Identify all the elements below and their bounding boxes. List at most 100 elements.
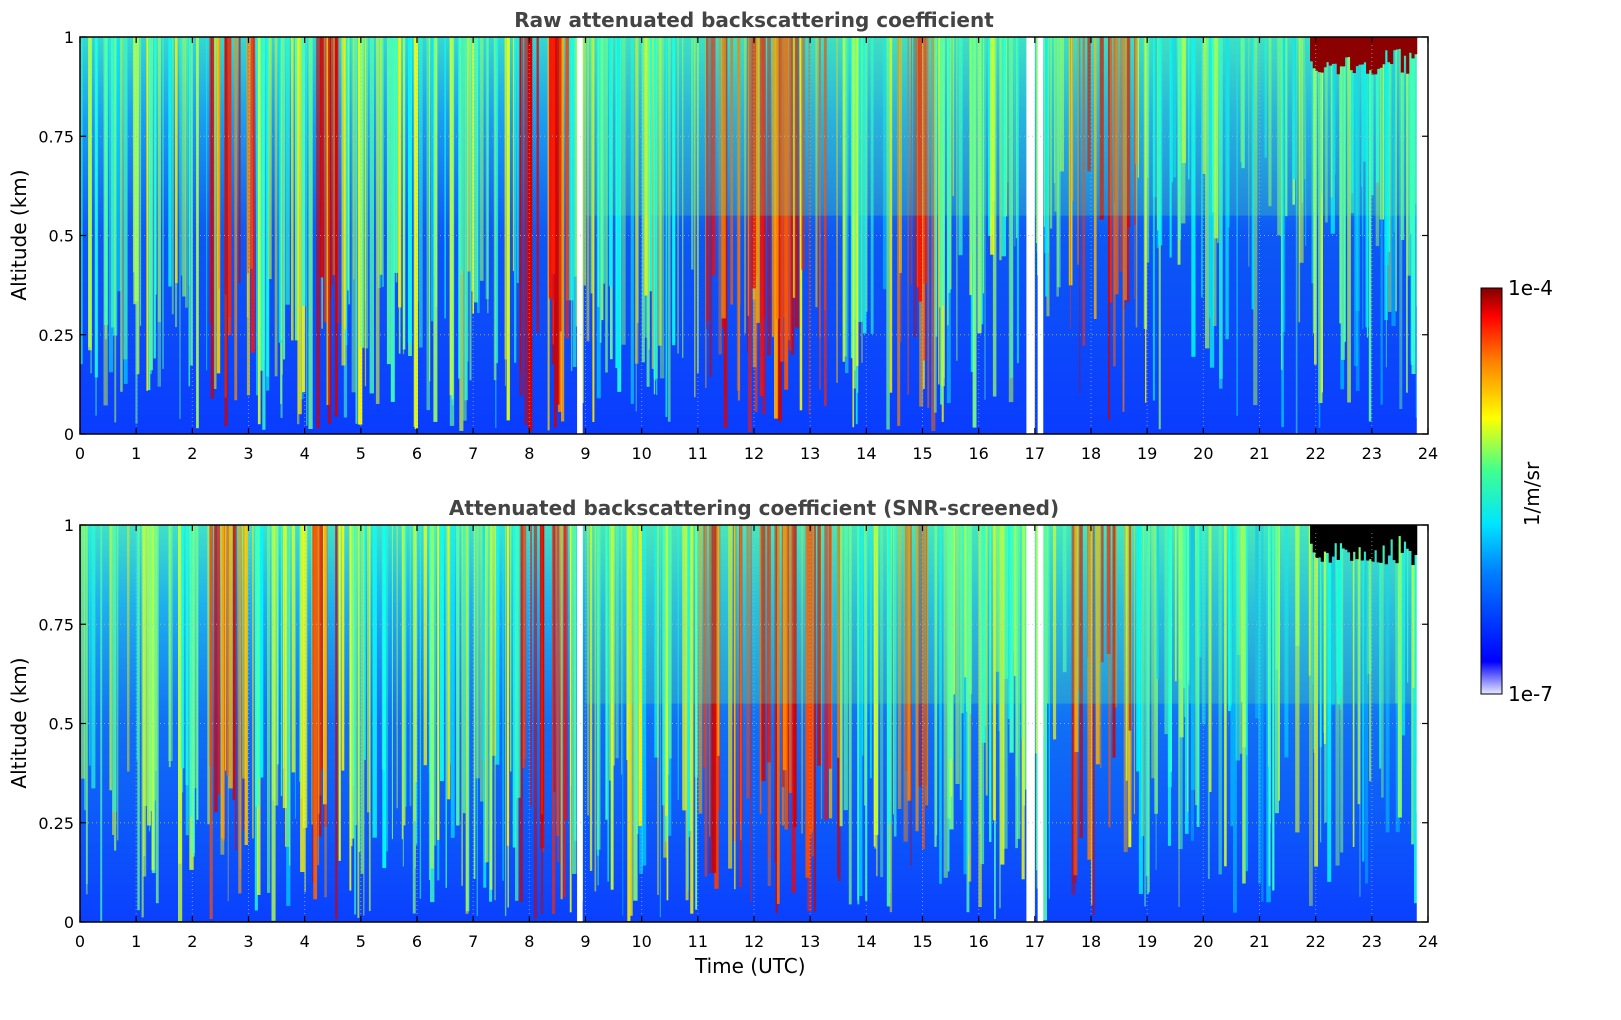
- missing-data-gap: [1026, 525, 1035, 922]
- heatmap-cell: [667, 525, 672, 836]
- heatmap-cell: [353, 37, 355, 280]
- heatmap-cell: [989, 525, 992, 842]
- heatmap-cell: [1314, 525, 1318, 867]
- heatmap-cell: [1318, 525, 1322, 558]
- x-tick-label: 17: [1025, 932, 1045, 951]
- heatmap-cell: [1395, 37, 1399, 50]
- heatmap-cell: [437, 525, 440, 840]
- heatmap-cell: [196, 525, 199, 820]
- heatmap-cell: [1100, 525, 1104, 663]
- heatmap-cell: [861, 37, 863, 363]
- heatmap-cell: [347, 37, 349, 291]
- heatmap-cell: [960, 525, 964, 714]
- heatmap-cell: [1350, 525, 1354, 561]
- heatmap-cell: [1047, 525, 1049, 704]
- x-tick-label: 6: [412, 932, 422, 951]
- heatmap-cell: [649, 37, 652, 292]
- heatmap-cell: [1355, 37, 1359, 67]
- heatmap-cell: [246, 37, 249, 318]
- heatmap-cell: [786, 37, 791, 341]
- heatmap-cell: [926, 525, 928, 809]
- heatmap-cell: [1189, 525, 1192, 704]
- heatmap-cell: [839, 525, 843, 827]
- heatmap-cell: [777, 37, 782, 422]
- heatmap-cell: [506, 37, 510, 421]
- heatmap-cell: [463, 37, 467, 421]
- heatmap-cell: [705, 37, 708, 330]
- heatmap-cell: [413, 525, 417, 822]
- heatmap-cell: [224, 37, 227, 295]
- heatmap-cell: [282, 525, 287, 809]
- y-tick-label: 0.75: [38, 127, 74, 146]
- heatmap-cell: [791, 525, 796, 893]
- heatmap-cell: [214, 525, 218, 813]
- heatmap-cell: [596, 525, 601, 850]
- heatmap-cell: [586, 37, 590, 342]
- heatmap-cell: [1384, 525, 1388, 565]
- heatmap-cell: [918, 525, 923, 787]
- heatmap-cell: [255, 525, 260, 807]
- heatmap-cell: [100, 525, 103, 922]
- heatmap-cell: [592, 37, 595, 422]
- heatmap-cell: [1351, 37, 1354, 193]
- heatmap-cell: [291, 525, 296, 773]
- heatmap-cell: [1009, 37, 1013, 378]
- heatmap-cell: [682, 37, 684, 358]
- heatmap-cell: [1313, 525, 1315, 750]
- heatmap-cell: [218, 525, 220, 795]
- heatmap-cell: [677, 525, 679, 800]
- heatmap-cell: [114, 37, 117, 423]
- heatmap-cell: [594, 525, 597, 892]
- heatmap-cell: [889, 37, 893, 393]
- heatmap-cell: [512, 37, 514, 272]
- heatmap-cell: [564, 525, 568, 820]
- heatmap-cell: [1365, 525, 1369, 884]
- heatmap-cell: [1001, 37, 1006, 257]
- heatmap-cell: [1274, 525, 1279, 814]
- bottom-axis-ticks: 0 1 2 3 4 5 6 7 8 9 10 11 12 13 14 15 16 17 18 19 20 21 22 23 24…: [38, 516, 1438, 951]
- heatmap-cell: [857, 525, 859, 901]
- heatmap-cell: [876, 525, 878, 877]
- heatmap-cell: [1379, 525, 1383, 563]
- heatmap-cell: [485, 37, 489, 300]
- heatmap-cell: [88, 37, 92, 351]
- x-tick-label: 4: [300, 932, 310, 951]
- heatmap-cell: [837, 525, 840, 758]
- heatmap-cell: [332, 37, 336, 275]
- heatmap-cell: [622, 525, 624, 916]
- heatmap-cell: [972, 37, 977, 428]
- heatmap-cell: [880, 525, 884, 878]
- heatmap-cell: [1185, 525, 1189, 834]
- heatmap-cell: [1201, 525, 1206, 725]
- heatmap-cell: [1164, 525, 1168, 735]
- heatmap-cell: [1350, 37, 1354, 71]
- heatmap-cell: [185, 37, 188, 308]
- heatmap-cell: [1392, 37, 1396, 51]
- heatmap-cell: [969, 37, 972, 296]
- x-tick-label: 22: [1305, 932, 1325, 951]
- heatmap-cell: [616, 37, 621, 369]
- heatmap-cell: [611, 525, 615, 766]
- heatmap-cell: [440, 525, 444, 782]
- heatmap-cell: [528, 37, 533, 432]
- heatmap-cell: [1326, 37, 1330, 63]
- heatmap-cell: [81, 525, 86, 779]
- heatmap-cell: [1414, 525, 1418, 556]
- heatmap-cell: [375, 37, 380, 404]
- heatmap-cell: [1125, 525, 1128, 781]
- heatmap-cell: [1320, 525, 1322, 843]
- x-tick-label: 10: [631, 444, 651, 463]
- heatmap-cell: [490, 525, 493, 890]
- heatmap-cell: [1374, 525, 1378, 551]
- heatmap-cell: [615, 525, 619, 759]
- heatmap-cell: [1339, 37, 1342, 324]
- heatmap-cell: [1248, 37, 1250, 267]
- heatmap-cell: [1042, 525, 1047, 921]
- heatmap-cell: [1332, 37, 1336, 175]
- heatmap-cell: [1074, 525, 1079, 752]
- heatmap-cell: [281, 37, 283, 375]
- heatmap-cell: [596, 37, 601, 399]
- heatmap-cell: [1361, 37, 1363, 187]
- heatmap-cell: [1272, 525, 1275, 891]
- heatmap-cell: [811, 525, 815, 857]
